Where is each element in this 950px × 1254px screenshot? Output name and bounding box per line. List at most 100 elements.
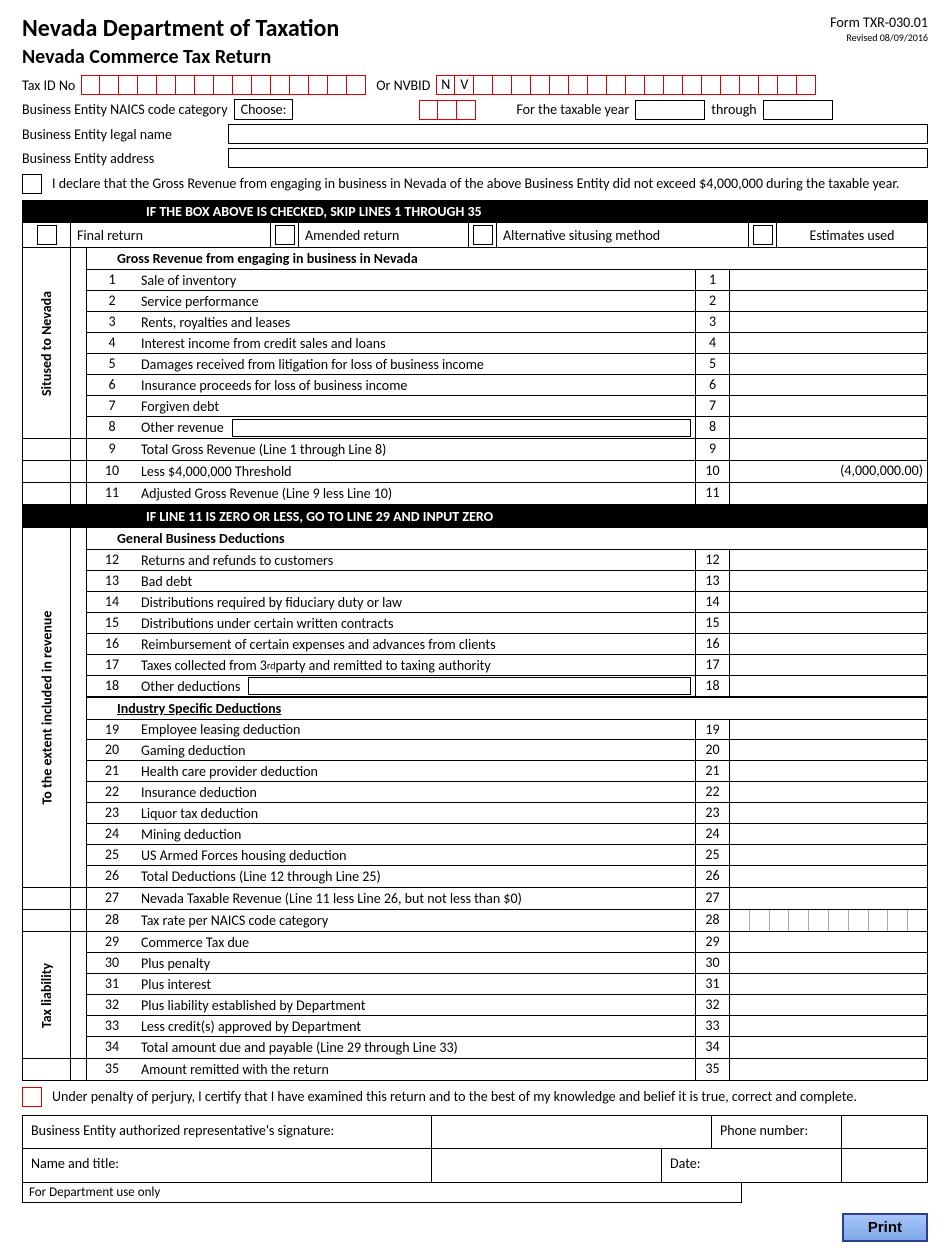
line-27-row: 27Nevada Taxable Revenue (Line 11 less L…: [22, 888, 928, 910]
dept-use-only: For Department use only: [22, 1183, 742, 1203]
line-24-amount[interactable]: [729, 824, 927, 844]
line-33-amount[interactable]: [729, 1016, 927, 1036]
line-34-amount[interactable]: [729, 1037, 927, 1058]
address-input[interactable]: [228, 148, 928, 168]
amended-return-label: Amended return: [305, 227, 399, 244]
line-14-amount[interactable]: [729, 592, 927, 612]
line-10-amount: (4,000,000.00): [729, 461, 927, 482]
line-22-amount[interactable]: [729, 782, 927, 802]
declare-4m: I declare that the Gross Revenue from en…: [22, 174, 928, 194]
signature-label: Business Entity authorized representativ…: [22, 1115, 432, 1149]
name-title-input[interactable]: [432, 1149, 662, 1183]
line-4-amount[interactable]: [729, 333, 927, 353]
gen-deductions-header: General Business Deductions: [87, 528, 927, 550]
line-13-amount[interactable]: [729, 571, 927, 591]
line-30: 30Plus penalty30: [87, 953, 927, 974]
line-9-row: 9Total Gross Revenue (Line 1 through Lin…: [22, 439, 928, 461]
print-button[interactable]: Print: [842, 1213, 928, 1242]
address-row: Business Entity address: [22, 148, 928, 168]
line-35-amount[interactable]: [729, 1059, 927, 1080]
line-31-amount[interactable]: [729, 974, 927, 994]
taxyear-label: For the taxable year: [516, 101, 629, 118]
line-8: 8Other revenue8: [87, 417, 927, 438]
taxid-label: Tax ID No: [22, 77, 75, 94]
phone-input[interactable]: [842, 1115, 928, 1149]
line-7-amount[interactable]: [729, 396, 927, 416]
line-16-amount[interactable]: [729, 634, 927, 654]
line-3-amount[interactable]: [729, 312, 927, 332]
skip-bar: IF THE BOX ABOVE IS CHECKED, SKIP LINES …: [22, 200, 928, 223]
line-13: 13Bad debt13: [87, 571, 927, 592]
extent-side-label: To the extent included in revenue: [23, 528, 71, 887]
line-2: 2Service performance2: [87, 291, 927, 312]
taxyear-to-input[interactable]: [763, 100, 833, 120]
legalname-input[interactable]: [228, 124, 928, 144]
line-20: 20Gaming deduction20: [87, 740, 927, 761]
line-15-amount[interactable]: [729, 613, 927, 633]
line-18-amount[interactable]: [729, 676, 927, 696]
estimates-checkbox[interactable]: [753, 225, 773, 245]
line-31: 31Plus interest31: [87, 974, 927, 995]
line-17-amount[interactable]: [729, 655, 927, 675]
line-12-amount[interactable]: [729, 550, 927, 570]
through-label: through: [711, 101, 756, 118]
or-nvbid-label: Or NVBID: [376, 77, 430, 94]
line-25: 25US Armed Forces housing deduction25: [87, 845, 927, 866]
gross-revenue-section: Sitused to Nevada Gross Revenue from eng…: [22, 248, 928, 439]
line-19: 19Employee leasing deduction19: [87, 719, 927, 740]
nvbid-input[interactable]: N V: [436, 75, 816, 95]
alt-situs-label: Alternative situsing method: [503, 227, 660, 244]
tax-liability-section: Tax liability 29Commerce Tax due29 30Plu…: [22, 932, 928, 1059]
declare-4m-checkbox[interactable]: [22, 174, 42, 194]
dept-name: Nevada Department of Taxation: [22, 14, 339, 43]
line-5-amount[interactable]: [729, 354, 927, 374]
line-23-amount[interactable]: [729, 803, 927, 823]
line-8-amount[interactable]: [729, 417, 927, 438]
line-16: 16Reimbursement of certain expenses and …: [87, 634, 927, 655]
line-9-amount[interactable]: [729, 439, 927, 460]
line-21-amount[interactable]: [729, 761, 927, 781]
line-28-amount[interactable]: [729, 910, 927, 931]
line-35-row: 35Amount remitted with the return35: [22, 1059, 928, 1081]
date-input[interactable]: [842, 1149, 928, 1183]
deductions-section: To the extent included in revenue Genera…: [22, 528, 928, 888]
line-29-amount[interactable]: [729, 932, 927, 952]
line-11-amount[interactable]: [729, 483, 927, 504]
line-7: 7Forgiven debt7: [87, 396, 927, 417]
line-22: 22Insurance deduction22: [87, 782, 927, 803]
form-title: Nevada Commerce Tax Return: [22, 45, 339, 69]
line-26-amount[interactable]: [729, 866, 927, 887]
legalname-row: Business Entity legal name: [22, 124, 928, 144]
other-deductions-input[interactable]: [248, 677, 691, 695]
amended-return-checkbox[interactable]: [275, 225, 295, 245]
line-25-amount[interactable]: [729, 845, 927, 865]
line-32-amount[interactable]: [729, 995, 927, 1015]
final-return-checkbox[interactable]: [37, 225, 57, 245]
line-32: 32Plus liability established by Departme…: [87, 995, 927, 1016]
signature-block: Business Entity authorized representativ…: [22, 1115, 928, 1183]
taxyear-from-input[interactable]: [635, 100, 705, 120]
alt-situs-checkbox[interactable]: [473, 225, 493, 245]
perjury-checkbox[interactable]: [22, 1087, 42, 1107]
line-3: 3Rents, royalties and leases3: [87, 312, 927, 333]
line-27-amount[interactable]: [729, 888, 927, 909]
address-label: Business Entity address: [22, 150, 222, 167]
other-revenue-input[interactable]: [232, 419, 691, 437]
line-30-amount[interactable]: [729, 953, 927, 973]
line-1-amount[interactable]: [729, 270, 927, 290]
line-6-amount[interactable]: [729, 375, 927, 395]
signature-input[interactable]: [432, 1115, 712, 1149]
taxid-input[interactable]: [81, 75, 366, 95]
line-11-row: 11Adjusted Gross Revenue (Line 9 less Li…: [22, 483, 928, 505]
line-15: 15Distributions under certain written co…: [87, 613, 927, 634]
naics-row: Business Entity NAICS code category Choo…: [22, 99, 928, 120]
naics-label: Business Entity NAICS code category: [22, 101, 228, 118]
line-14: 14Distributions required by fiduciary du…: [87, 592, 927, 613]
naics-choose[interactable]: Choose:: [234, 99, 294, 120]
line-20-amount[interactable]: [729, 740, 927, 760]
naics-code-input[interactable]: [419, 100, 476, 120]
line-2-amount[interactable]: [729, 291, 927, 311]
line-18: 18Other deductions18: [87, 676, 927, 697]
skip-bar-text: IF THE BOX ABOVE IS CHECKED, SKIP LINES …: [86, 200, 928, 223]
line-19-amount[interactable]: [729, 720, 927, 739]
